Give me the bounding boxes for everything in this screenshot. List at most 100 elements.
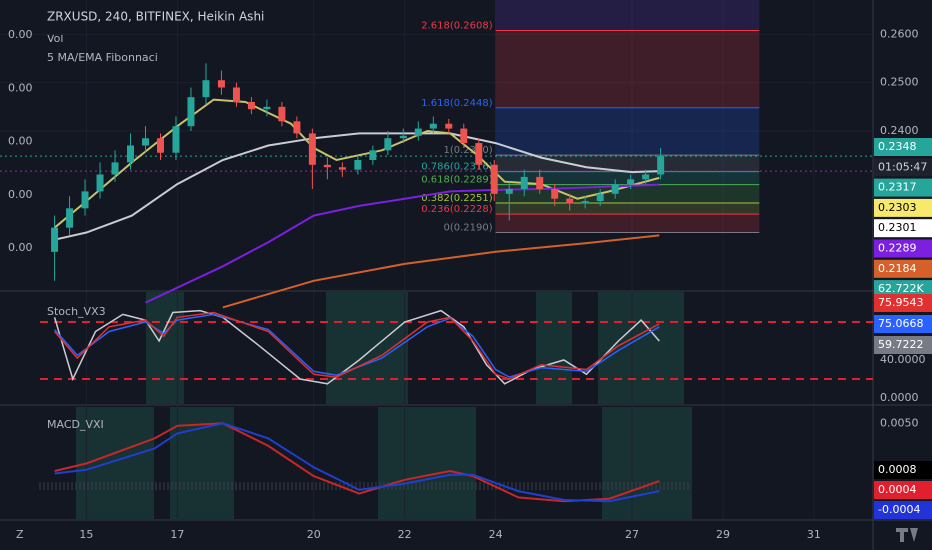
candle-body [187, 97, 195, 127]
y-tick-label: 40.0000 [880, 353, 926, 366]
candle-body [475, 143, 483, 165]
candle-body [142, 138, 149, 146]
candle-body [323, 164, 331, 168]
price-badge-label: 0.2348 [878, 140, 917, 153]
zone [602, 407, 692, 519]
candle-body [490, 164, 498, 194]
price-badge [874, 280, 932, 299]
zone [326, 292, 408, 404]
candle-body [96, 174, 104, 192]
candle-body [384, 138, 392, 151]
fib-label: 0.618(0.2289) [421, 175, 493, 186]
fib-label: 0.236(0.2228) [421, 204, 493, 215]
fib-label: 2.618(0.2608) [421, 20, 493, 31]
fib-zone [495, 214, 760, 233]
candle-body [520, 176, 528, 189]
x-tick-label: 17 [170, 528, 184, 541]
candle-body [217, 80, 225, 88]
candle-body [247, 101, 255, 110]
price-badge-label: -0.0004 [878, 503, 920, 516]
candle-body [399, 135, 407, 139]
candle-body [505, 188, 513, 194]
fib-zone [495, 107, 760, 156]
pane-title: MACD_VXI [47, 418, 104, 431]
y-tick-label: 0.0000 [880, 391, 919, 404]
price-badge-label: 62.722K [878, 282, 924, 295]
candle-body [232, 87, 240, 102]
indicator-label: Vol [47, 32, 63, 45]
x-tick-label: 15 [79, 528, 93, 541]
corner-label: Z [16, 528, 24, 541]
price-badge-label: 01:05:47 [878, 160, 927, 173]
x-tick-label: 20 [307, 528, 321, 541]
indicator-line [54, 422, 660, 503]
zone [536, 292, 572, 404]
price-badge [874, 481, 932, 499]
price-badge [874, 259, 932, 278]
fib-label: 0.382(0.2251) [421, 193, 493, 204]
price-badge-label: 75.9543 [878, 296, 924, 309]
y-tick-label: 0.2400 [880, 124, 919, 137]
candle-body [278, 106, 286, 122]
candle-body [445, 123, 453, 129]
left-axis-label: 0.00 [8, 135, 33, 148]
price-badge [874, 336, 932, 354]
candle-body [551, 188, 559, 199]
indicator-line [54, 311, 660, 380]
fib-label: 1.618(0.2448) [421, 98, 493, 109]
x-tick-label: 27 [625, 528, 639, 541]
candle-body [414, 128, 422, 136]
price-badge [874, 239, 932, 258]
fib-zone [495, 171, 760, 185]
indicator-line [54, 132, 660, 241]
candle-body [172, 126, 180, 153]
candle-body [581, 201, 589, 204]
y-tick-label: 0.0050 [880, 416, 919, 429]
price-badge [874, 219, 932, 238]
left-axis-label: 0.00 [8, 241, 33, 254]
candle-body [263, 106, 271, 110]
left-axis-label: 0.00 [8, 28, 33, 41]
zone [146, 292, 184, 404]
candle-body [627, 179, 635, 185]
candle-body [126, 145, 134, 163]
candle-body [354, 159, 362, 170]
pane-title: Stoch_VX3 [47, 305, 106, 318]
price-badge [874, 294, 932, 312]
price-badge [874, 198, 932, 217]
price-badge-label: 0.2289 [878, 242, 917, 255]
x-tick-label: 29 [716, 528, 730, 541]
left-axis-label: 0.00 [8, 81, 33, 94]
price-badge [874, 138, 932, 156]
y-tick-label: 0.2500 [880, 76, 919, 89]
price-badge [874, 158, 932, 177]
x-tick-label: 22 [398, 528, 412, 541]
symbol-title: ZRXUSD, 240, BITFINEX, Heikin Ashi [47, 10, 264, 24]
x-tick-label: 24 [489, 528, 503, 541]
indicator-line [145, 183, 660, 304]
y-tick-label: 0.2600 [880, 27, 919, 40]
candle-body [111, 162, 119, 175]
indicator-label: 5 MA/EMA Fibonnaci [47, 51, 158, 64]
price-badge [874, 501, 932, 519]
candle-body [566, 198, 574, 204]
candle-body [429, 123, 437, 129]
candle-body [202, 80, 210, 98]
price-badge-label: 75.0668 [878, 317, 924, 330]
price-badge-label: 0.0004 [878, 483, 917, 496]
candle-body [81, 191, 89, 209]
price-badge-label: 0.2303 [878, 201, 917, 214]
indicator-line [54, 422, 660, 503]
price-badge [874, 461, 932, 479]
price-badge-label: 59.7222 [878, 338, 924, 351]
zone [378, 407, 476, 519]
candle-body [460, 128, 468, 144]
fib-zone [495, 155, 760, 172]
left-axis-label: 0.00 [8, 188, 33, 201]
fib-zone [495, 0, 760, 31]
fib-label: 0.786(0.2316) [421, 162, 493, 173]
candle-body [611, 184, 619, 194]
candle-body [293, 121, 301, 134]
price-badge [874, 315, 932, 333]
candle-body [536, 176, 544, 189]
